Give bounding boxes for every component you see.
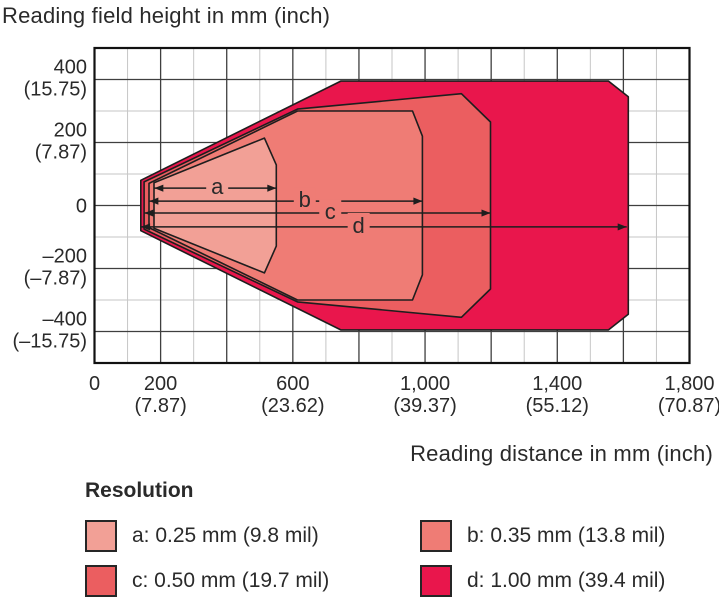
legend-item-d: d: 1.00 mm (39.4 mil) bbox=[420, 564, 719, 597]
legend-swatch-a bbox=[85, 519, 117, 552]
y-axis-title: Reading field height in mm (inch) bbox=[2, 3, 331, 28]
legend-swatch-d bbox=[420, 564, 452, 597]
svg-text:(7.87): (7.87) bbox=[35, 142, 87, 164]
svg-text:(55.12): (55.12) bbox=[526, 395, 589, 417]
svg-text:(–7.87): (–7.87) bbox=[24, 268, 87, 290]
legend-swatch-b bbox=[420, 519, 452, 552]
svg-text:(–15.75): (–15.75) bbox=[13, 331, 88, 353]
arrow-c: c bbox=[144, 199, 491, 224]
legend-item-b: b: 0.35 mm (13.8 mil) bbox=[420, 519, 719, 552]
svg-text:(7.87): (7.87) bbox=[134, 395, 186, 417]
svg-text:–200: –200 bbox=[43, 246, 88, 268]
legend-item-a: a: 0.25 mm (9.8 mil) bbox=[85, 519, 420, 552]
svg-text:200: 200 bbox=[54, 120, 87, 142]
legend-label-b: b: 0.35 mm (13.8 mil) bbox=[467, 523, 666, 547]
svg-text:400: 400 bbox=[54, 57, 87, 79]
y-tick-labels: 400(15.75) 200(7.87) 0 –200(–7.87) –400(–15.… bbox=[13, 57, 88, 353]
arrow-d: d bbox=[141, 212, 627, 238]
legend-swatch-c bbox=[85, 564, 117, 597]
svg-text:1,400: 1,400 bbox=[532, 373, 582, 395]
svg-text:200: 200 bbox=[144, 373, 177, 395]
arrow-label-a: a bbox=[211, 174, 224, 199]
legend-item-c: c: 0.50 mm (19.7 mil) bbox=[85, 564, 420, 597]
plot-frame bbox=[93, 46, 691, 365]
legend-title: Resolution bbox=[85, 479, 194, 502]
x-axis-title: Reading distance in mm (inch) bbox=[410, 441, 713, 466]
svg-text:(23.62): (23.62) bbox=[261, 395, 324, 417]
arrow-b: b bbox=[149, 187, 423, 212]
x-tick-labels: 0 200(7.87) 600(23.62) 1,000(39.37) 1,400(55… bbox=[89, 373, 719, 417]
svg-text:1,000: 1,000 bbox=[400, 373, 450, 395]
svg-text:(39.37): (39.37) bbox=[393, 395, 456, 417]
svg-text:–400: –400 bbox=[43, 309, 88, 331]
svg-text:1,800: 1,800 bbox=[664, 373, 714, 395]
svg-text:0: 0 bbox=[76, 196, 87, 218]
reading-field-chart: ab cd400(15.75)200(7.87)0–200(–7.87)–400(… bbox=[13, 46, 719, 417]
svg-text:0: 0 bbox=[89, 373, 100, 395]
legend-label-a: a: 0.25 mm (9.8 mil) bbox=[132, 523, 319, 547]
legend-label-c: c: 0.50 mm (19.7 mil) bbox=[132, 568, 330, 592]
arrow-label-d: d bbox=[353, 213, 365, 238]
arrow-label-b: b bbox=[299, 187, 311, 212]
legend: Resolution a: 0.25 mm (9.8 mil) b: 0.35 … bbox=[85, 479, 715, 597]
svg-text:(15.75): (15.75) bbox=[24, 79, 87, 101]
field-a bbox=[153, 137, 278, 274]
legend-label-d: d: 1.00 mm (39.4 mil) bbox=[467, 568, 666, 592]
svg-text:600: 600 bbox=[276, 373, 309, 395]
svg-text:(70.87): (70.87) bbox=[658, 395, 719, 417]
arrow-label-c: c bbox=[325, 199, 336, 224]
arrow-a: a bbox=[154, 174, 277, 199]
legend-grid: a: 0.25 mm (9.8 mil) b: 0.35 mm (13.8 mi… bbox=[85, 519, 715, 597]
